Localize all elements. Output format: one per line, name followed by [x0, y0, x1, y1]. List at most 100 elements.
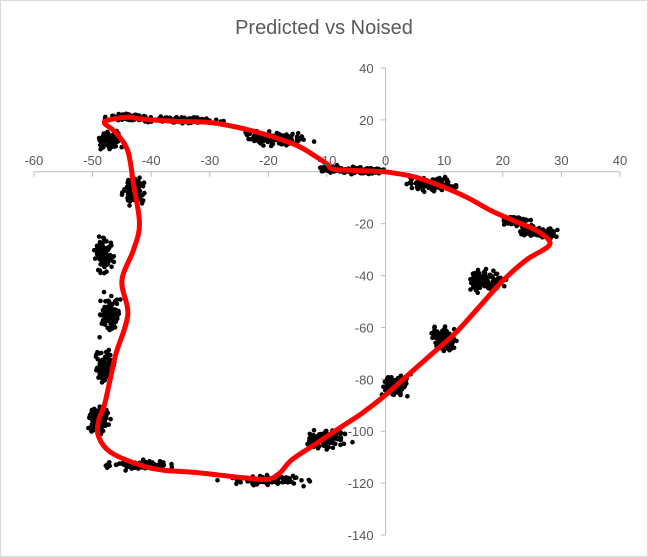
noised-point	[489, 274, 495, 280]
noised-point	[477, 282, 482, 288]
y-tick-label: -60	[355, 320, 374, 335]
noised-point	[528, 233, 533, 238]
noised-point	[94, 247, 99, 252]
noised-point	[101, 357, 107, 362]
y-tick-label: -100	[348, 424, 374, 439]
noised-point	[277, 132, 283, 137]
noised-point	[109, 264, 114, 270]
predicted-line-group	[94, 114, 553, 483]
noised-point	[323, 167, 329, 173]
noised-point	[123, 463, 129, 469]
noised-point	[444, 329, 450, 334]
noised-point	[108, 258, 113, 263]
noised-point	[93, 352, 99, 358]
noised-point	[215, 478, 220, 483]
noised-point	[432, 324, 437, 330]
noised-point	[99, 350, 104, 356]
noised-point	[102, 260, 108, 265]
noised-point	[109, 312, 115, 317]
noised-point	[141, 180, 147, 185]
noised-point	[114, 301, 120, 307]
noised-point	[390, 378, 396, 383]
noised-point	[100, 312, 106, 318]
noised-point	[490, 281, 495, 287]
noised-point	[481, 270, 487, 275]
x-tick-label: -20	[259, 153, 278, 168]
noised-point	[110, 138, 115, 143]
noised-point	[252, 138, 257, 144]
noised-point	[96, 243, 102, 249]
noised-point	[100, 307, 106, 313]
x-tick-label: -60	[25, 153, 44, 168]
noised-point	[546, 230, 551, 236]
noised-point	[108, 304, 113, 310]
noised-point	[525, 229, 530, 234]
noised-point	[294, 475, 299, 480]
noised-point	[105, 362, 111, 368]
y-tick-label: -80	[355, 372, 374, 387]
noised-point	[95, 356, 100, 362]
noised-point	[101, 239, 106, 245]
noised-point	[486, 281, 492, 286]
noised-point	[295, 130, 301, 136]
noised-point	[109, 326, 115, 332]
noised-point	[116, 308, 121, 314]
x-tick-label: 40	[613, 153, 627, 168]
y-tick-label: -120	[348, 476, 374, 491]
noised-point	[473, 287, 479, 293]
noised-point	[291, 481, 297, 486]
noised-point	[555, 227, 560, 233]
y-tick-label: -40	[355, 269, 374, 284]
noised-point	[98, 253, 103, 258]
noised-point	[338, 442, 343, 448]
noised-point	[105, 410, 111, 416]
noised-point	[548, 226, 553, 231]
noised-point	[502, 283, 507, 289]
noised-point	[405, 394, 410, 399]
noised-point	[122, 187, 127, 192]
noised-point	[96, 234, 102, 239]
noised-point	[96, 375, 101, 380]
noised-point	[140, 457, 146, 463]
noised-point	[234, 481, 239, 487]
noised-point	[404, 181, 410, 187]
tick-labels: -60 -50 -40 -30 -20 -10 0 10 20 30 404020-20-40-60…	[25, 61, 628, 543]
noised-point	[140, 198, 146, 203]
noised-point	[311, 432, 316, 438]
x-tick-label: 30	[554, 153, 568, 168]
noised-point	[311, 139, 317, 144]
noised-point	[390, 392, 395, 397]
noised-point	[108, 416, 113, 422]
noised-point	[435, 176, 440, 182]
noised-point	[102, 368, 107, 373]
noised-point	[102, 317, 107, 323]
noised-point	[349, 171, 354, 177]
noised-point	[108, 352, 113, 358]
noised-point	[104, 269, 109, 275]
noised-point	[89, 428, 94, 434]
noised-point	[551, 229, 556, 234]
noised-point	[524, 217, 530, 223]
chart-title: Predicted vs Noised	[235, 17, 413, 39]
noised-point	[106, 347, 112, 353]
noised-point	[324, 428, 329, 434]
predicted-line	[94, 114, 553, 483]
noised-point	[140, 183, 146, 189]
noised-point	[311, 427, 317, 433]
noised-point	[127, 184, 132, 190]
noised-point	[105, 325, 110, 331]
noised-point	[431, 331, 437, 337]
noised-point	[126, 177, 131, 183]
noised-point	[307, 479, 313, 484]
noised-point	[477, 276, 482, 281]
noised-point	[429, 187, 435, 193]
noised-point	[93, 408, 98, 414]
noised-point	[442, 324, 448, 329]
noised-point	[137, 175, 142, 180]
noised-point	[318, 431, 323, 437]
noised-point	[101, 289, 107, 295]
noised-point	[266, 129, 272, 134]
noised-point	[87, 412, 93, 418]
noised-point	[315, 446, 321, 451]
x-tick-label: -30	[200, 153, 219, 168]
